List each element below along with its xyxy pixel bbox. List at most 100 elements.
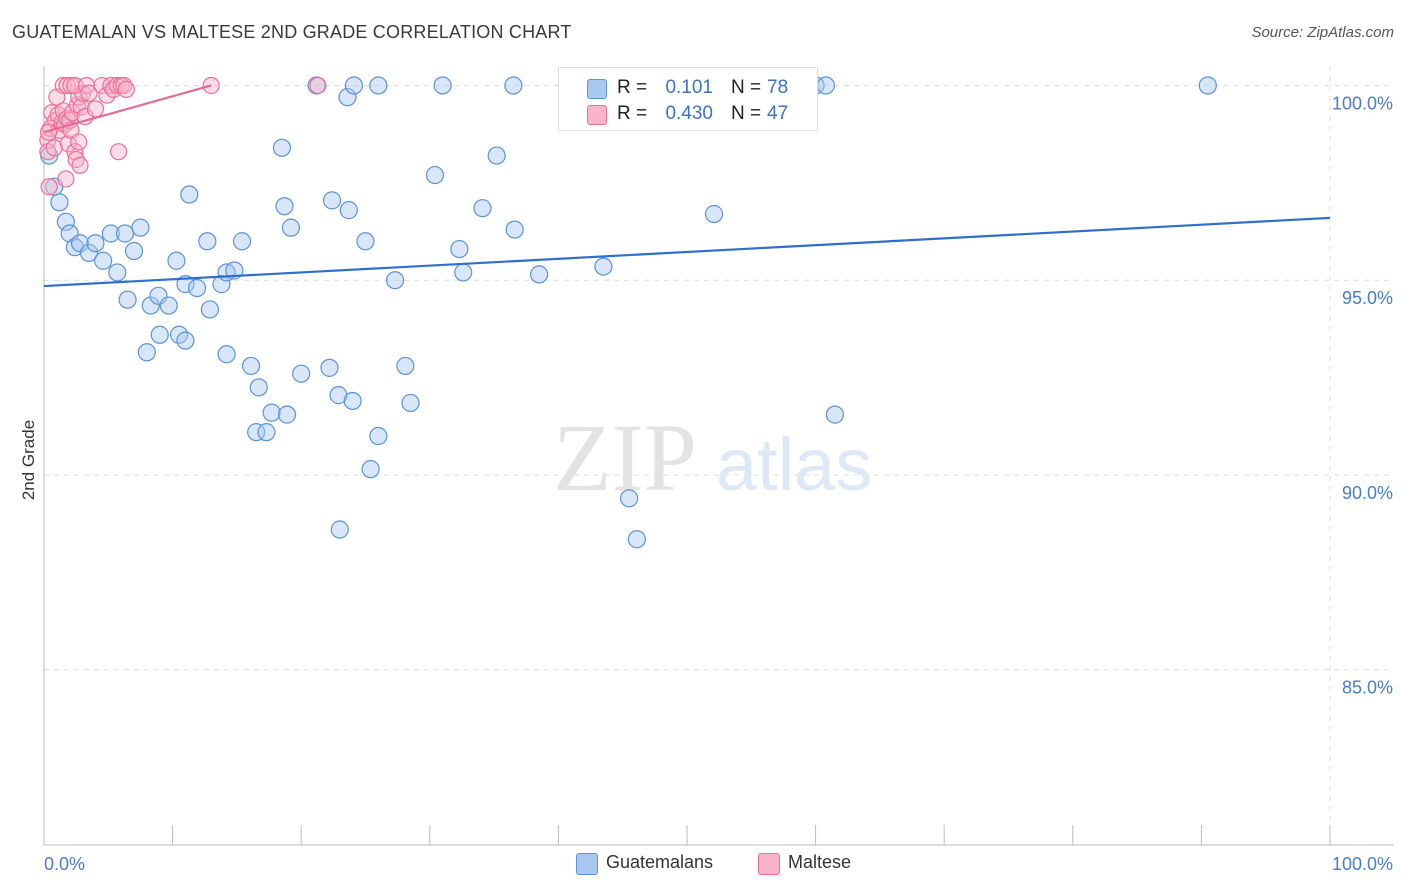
x-tick-label: 100.0% — [1332, 854, 1393, 874]
data-point — [80, 84, 98, 102]
data-point — [473, 199, 492, 218]
data-point — [505, 220, 524, 239]
data-point — [487, 146, 506, 165]
data-point — [39, 123, 58, 141]
data-point — [117, 80, 135, 98]
data-point — [200, 300, 219, 319]
data-point — [257, 423, 276, 442]
data-point — [247, 423, 266, 442]
legend-n-label: N = — [731, 77, 762, 98]
data-point — [118, 290, 137, 309]
legend-swatch-blue — [576, 853, 598, 875]
data-point — [277, 405, 297, 424]
data-point — [108, 76, 126, 95]
trendline-maltese — [43, 84, 212, 134]
data-point — [57, 170, 75, 188]
data-point — [309, 76, 327, 95]
data-point — [704, 204, 724, 224]
axes — [43, 66, 1394, 846]
data-point — [1198, 76, 1217, 95]
data-point — [627, 530, 646, 549]
data-point — [454, 263, 473, 282]
data-point — [249, 378, 268, 397]
legend-swatch-blue — [587, 79, 607, 99]
data-point — [292, 364, 311, 383]
data-point — [433, 76, 452, 95]
data-point — [361, 460, 380, 479]
data-point — [385, 271, 405, 290]
y-tick-label: 100.0% — [1332, 93, 1393, 113]
data-point — [356, 232, 375, 251]
legend-n-value: 47 — [767, 103, 789, 124]
data-point — [79, 243, 99, 263]
data-point — [262, 403, 281, 422]
data-point — [825, 405, 844, 424]
data-point — [109, 143, 128, 161]
x-tick-label: 0.0% — [44, 854, 85, 874]
chart-title: GUATEMALAN VS MALTESE 2ND GRADE CORRELAT… — [12, 22, 572, 42]
data-point — [187, 278, 207, 298]
data-point — [71, 156, 89, 174]
data-point — [369, 76, 388, 95]
data-point — [137, 343, 156, 362]
y-tick-label: 90.0% — [1342, 483, 1393, 503]
watermark-zip: ZIP — [553, 404, 697, 511]
data-point — [45, 139, 63, 157]
data-point — [504, 76, 523, 95]
legend-row-guatemalans: R = 0.101 N = 78 — [559, 76, 817, 102]
y-tick-label: 95.0% — [1342, 288, 1393, 308]
data-point — [150, 325, 169, 344]
legend-n-value: 78 — [767, 77, 789, 98]
data-point — [281, 218, 301, 237]
data-point — [86, 100, 105, 118]
legend-r-value: 0.430 — [665, 103, 713, 124]
data-point — [401, 393, 420, 413]
data-point — [530, 265, 549, 284]
data-point — [322, 191, 342, 210]
y-tick-label: 85.0% — [1342, 678, 1393, 698]
data-point — [50, 193, 69, 212]
data-point — [131, 218, 150, 237]
data-point — [108, 263, 127, 282]
data-point — [70, 133, 88, 151]
y-tick-labels: 100.0% 95.0% 90.0% 85.0% — [1332, 93, 1393, 697]
data-point — [159, 296, 178, 315]
source-label: Source: ZipAtlas.com — [1251, 24, 1394, 41]
data-point — [344, 76, 364, 95]
data-point — [620, 489, 639, 508]
data-point — [56, 212, 75, 231]
data-point — [450, 239, 469, 259]
trendlines — [43, 84, 1331, 288]
data-point — [339, 201, 358, 220]
data-point — [272, 138, 292, 157]
data-point — [816, 76, 835, 95]
data-point — [180, 185, 199, 204]
data-point — [343, 391, 362, 411]
legend-label: Guatemalans — [606, 852, 714, 872]
legend-r-label: R = — [617, 103, 648, 124]
data-point — [217, 345, 236, 364]
watermark-atlas: atlas — [716, 423, 872, 506]
legend-label: Maltese — [788, 852, 852, 872]
data-point — [101, 224, 120, 243]
data-point — [176, 331, 195, 350]
legend-n-label: N = — [731, 103, 762, 124]
data-point — [241, 356, 261, 376]
x-tick-labels: 0.0% 100.0% — [44, 854, 1393, 874]
legend-r-value: 0.101 — [665, 77, 713, 98]
data-point — [40, 178, 58, 196]
data-point — [124, 241, 144, 261]
data-point — [330, 520, 349, 539]
trendline-guatemalans — [43, 216, 1331, 288]
maltese-points — [39, 76, 327, 196]
data-point — [115, 224, 135, 243]
data-point — [198, 232, 217, 251]
data-point — [232, 232, 252, 251]
legend-swatch-pink — [587, 105, 607, 125]
data-point — [72, 98, 90, 116]
data-point — [369, 426, 388, 446]
y-axis-title: 2nd Grade — [19, 420, 38, 500]
data-point — [425, 165, 445, 185]
data-point — [141, 296, 160, 315]
